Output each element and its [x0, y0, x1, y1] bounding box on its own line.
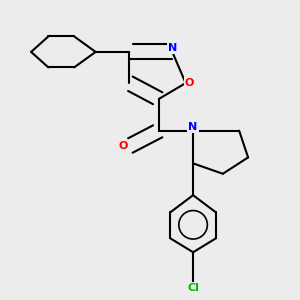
Text: N: N: [188, 122, 198, 132]
Text: O: O: [118, 141, 128, 151]
Text: N: N: [168, 43, 177, 53]
Text: O: O: [185, 78, 194, 88]
Text: Cl: Cl: [187, 283, 199, 292]
